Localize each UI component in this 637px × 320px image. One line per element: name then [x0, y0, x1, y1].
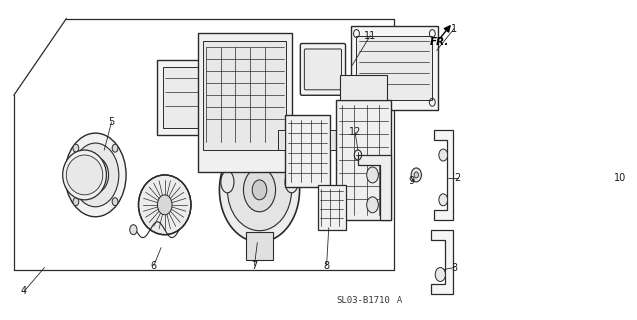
Bar	[357, 36, 433, 100]
Ellipse shape	[62, 150, 106, 200]
Ellipse shape	[66, 155, 103, 195]
Text: SL03-B1710: SL03-B1710	[336, 296, 390, 305]
Text: 6: 6	[151, 260, 157, 270]
Text: 5: 5	[108, 117, 115, 127]
Circle shape	[65, 133, 126, 217]
Circle shape	[439, 149, 448, 161]
Circle shape	[414, 172, 419, 178]
Circle shape	[112, 144, 118, 152]
Circle shape	[90, 168, 101, 182]
FancyArrowPatch shape	[440, 26, 450, 38]
Text: 9: 9	[408, 176, 414, 186]
Ellipse shape	[227, 149, 292, 231]
Circle shape	[112, 198, 118, 206]
Ellipse shape	[219, 138, 299, 242]
Circle shape	[252, 180, 267, 200]
Circle shape	[82, 157, 108, 193]
Bar	[318, 185, 345, 230]
Polygon shape	[434, 130, 453, 220]
Polygon shape	[431, 230, 453, 294]
Circle shape	[72, 143, 119, 207]
Text: 11: 11	[364, 30, 376, 41]
Text: 1: 1	[451, 24, 457, 34]
Bar	[340, 76, 387, 100]
Bar	[285, 115, 330, 187]
Bar	[162, 68, 218, 128]
Circle shape	[157, 195, 172, 215]
Bar	[350, 26, 438, 110]
Bar	[278, 130, 285, 150]
Text: 12: 12	[349, 127, 361, 137]
Bar	[157, 60, 223, 135]
Bar	[247, 232, 273, 260]
Text: 4: 4	[21, 286, 27, 296]
FancyBboxPatch shape	[300, 44, 345, 95]
Circle shape	[411, 168, 421, 182]
Circle shape	[73, 144, 79, 152]
Circle shape	[73, 198, 79, 206]
Text: 7: 7	[251, 260, 257, 270]
Ellipse shape	[285, 171, 298, 193]
Text: 2: 2	[455, 173, 461, 183]
Text: 10: 10	[614, 173, 627, 183]
Polygon shape	[358, 155, 390, 220]
Circle shape	[435, 268, 445, 282]
Text: 3: 3	[451, 262, 457, 273]
FancyBboxPatch shape	[304, 49, 341, 90]
Ellipse shape	[138, 175, 191, 235]
Text: A: A	[397, 296, 402, 305]
Circle shape	[367, 197, 378, 213]
Text: FR.: FR.	[429, 36, 448, 46]
Text: 8: 8	[324, 260, 329, 270]
Circle shape	[130, 225, 137, 235]
Bar	[336, 100, 390, 220]
Circle shape	[243, 168, 276, 212]
Bar	[330, 130, 338, 150]
Ellipse shape	[221, 171, 234, 193]
Circle shape	[367, 167, 378, 183]
Bar	[203, 41, 287, 150]
Circle shape	[439, 194, 448, 206]
Bar	[197, 33, 292, 172]
